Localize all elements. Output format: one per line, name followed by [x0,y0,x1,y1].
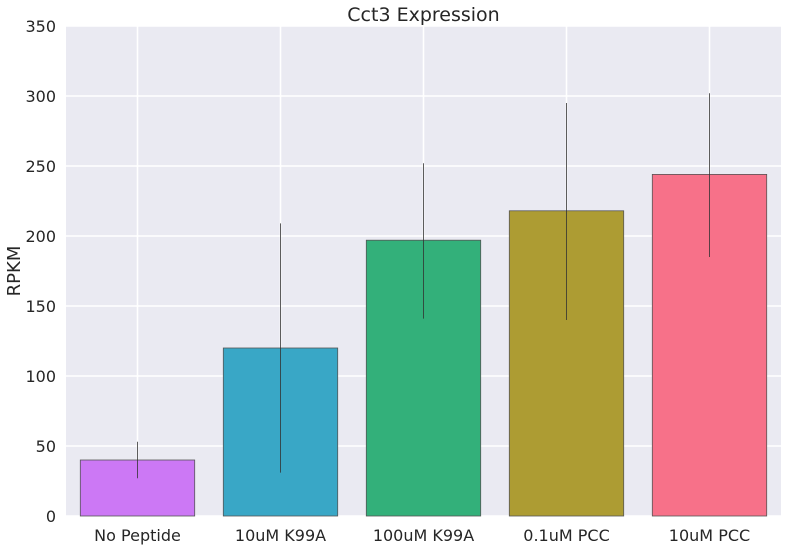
x-tick-label: 0.1uM PCC [523,526,609,545]
x-tick-labels: No Peptide 10uM K99A 100uM K99A 0.1uM PCC 10… [94,526,750,545]
x-tick-label: No Peptide [94,526,181,545]
error-bars [137,93,710,479]
y-tick-label: 50 [36,437,56,456]
y-tick-label: 0 [46,507,56,526]
y-tick-label: 150 [25,297,56,316]
y-tick-label: 200 [25,227,56,246]
y-tick-label: 250 [25,157,56,176]
y-tick-label: 100 [25,367,56,386]
y-tick-label: 300 [25,87,56,106]
chart-title: Cct3 Expression [347,4,499,26]
x-tick-label: 10uM PCC [669,526,750,545]
y-axis-label: RPKM [4,246,25,297]
y-tick-label: 350 [25,17,56,36]
x-tick-label: 10uM K99A [235,526,326,545]
y-tick-labels: 0 50 100 150 200 250 300 350 [25,17,56,526]
x-tick-label: 100uM K99A [373,526,474,545]
